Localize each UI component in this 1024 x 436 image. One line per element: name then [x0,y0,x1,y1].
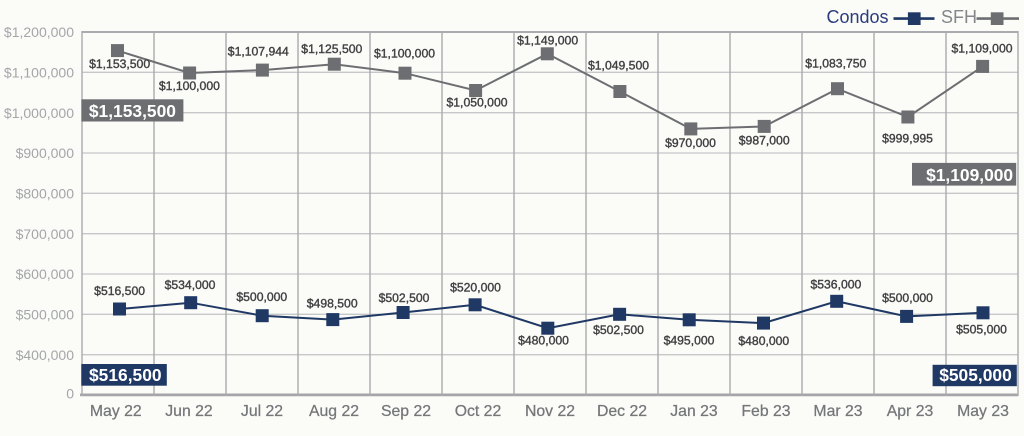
svg-text:0: 0 [66,385,74,401]
svg-text:$516,500: $516,500 [94,284,145,298]
svg-text:$900,000: $900,000 [16,145,75,161]
svg-text:$1,149,000: $1,149,000 [517,33,578,47]
svg-text:$1,109,000: $1,109,000 [952,42,1013,56]
svg-text:Oct 22: Oct 22 [455,403,502,420]
svg-text:Feb 23: Feb 23 [741,403,790,420]
svg-text:$520,000: $520,000 [450,281,501,295]
svg-text:Apr 23: Apr 23 [887,403,934,420]
svg-text:$502,500: $502,500 [379,291,430,305]
svg-text:$1,100,000: $1,100,000 [374,46,435,60]
svg-text:$1,049,500: $1,049,500 [588,58,649,72]
svg-text:$1,000,000: $1,000,000 [4,105,74,121]
svg-text:$1,125,500: $1,125,500 [301,42,362,56]
svg-text:$1,109,000: $1,109,000 [926,165,1013,185]
svg-text:$800,000: $800,000 [16,185,75,201]
svg-text:Nov 22: Nov 22 [525,403,575,420]
svg-text:Jul 22: Jul 22 [241,403,283,420]
svg-text:$480,000: $480,000 [518,333,569,347]
svg-text:$1,153,500: $1,153,500 [89,57,150,71]
svg-text:Mar 23: Mar 23 [813,403,862,420]
svg-text:$502,500: $502,500 [593,323,644,337]
svg-text:$505,000: $505,000 [939,365,1012,385]
svg-text:May 23: May 23 [957,403,1009,420]
svg-text:$500,000: $500,000 [882,291,933,305]
svg-text:$534,000: $534,000 [165,278,216,292]
svg-text:$505,000: $505,000 [956,322,1007,336]
svg-text:$1,050,000: $1,050,000 [447,96,508,110]
svg-text:$480,000: $480,000 [738,334,789,348]
svg-text:$500,000: $500,000 [236,290,287,304]
svg-text:$1,100,000: $1,100,000 [159,79,220,93]
svg-text:$1,100,000: $1,100,000 [4,64,74,80]
svg-text:$600,000: $600,000 [16,266,75,282]
svg-text:$999,995: $999,995 [882,131,933,145]
svg-text:$987,000: $987,000 [739,134,790,148]
svg-text:$500,000: $500,000 [16,306,75,322]
svg-text:$1,107,944: $1,107,944 [228,44,289,58]
svg-text:SFH: SFH [941,7,977,27]
svg-text:May 22: May 22 [90,403,142,420]
svg-text:Jun 22: Jun 22 [165,403,212,420]
svg-text:$536,000: $536,000 [810,277,861,291]
svg-text:$1,200,000: $1,200,000 [4,24,74,40]
svg-text:Condos: Condos [826,7,888,27]
svg-text:Dec 22: Dec 22 [597,403,647,420]
svg-text:Jan 23: Jan 23 [670,403,718,420]
svg-text:$498,500: $498,500 [307,297,358,311]
svg-text:$970,000: $970,000 [665,136,716,150]
svg-text:$1,083,750: $1,083,750 [805,57,866,71]
svg-text:Aug 22: Aug 22 [309,403,359,420]
svg-text:$400,000: $400,000 [16,347,75,363]
svg-text:$700,000: $700,000 [16,226,75,242]
svg-text:$495,000: $495,000 [664,334,715,348]
svg-text:$1,153,500: $1,153,500 [89,101,176,121]
svg-text:Sep 22: Sep 22 [381,403,431,420]
svg-text:$516,500: $516,500 [89,365,162,385]
